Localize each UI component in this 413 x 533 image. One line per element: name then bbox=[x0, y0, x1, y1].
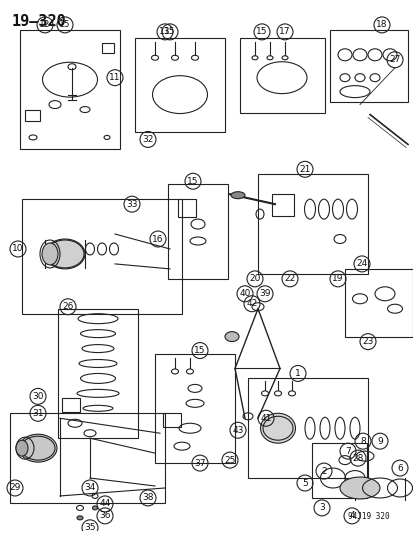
Bar bbox=[271, 194, 293, 216]
Text: 32: 32 bbox=[142, 135, 153, 144]
Bar bbox=[20, 30, 120, 149]
Text: 35: 35 bbox=[84, 523, 95, 532]
Text: 94J19 320: 94J19 320 bbox=[347, 512, 389, 521]
Text: 10: 10 bbox=[12, 245, 24, 254]
Text: 29: 29 bbox=[9, 483, 21, 492]
Text: 22: 22 bbox=[284, 274, 295, 284]
Ellipse shape bbox=[230, 192, 244, 199]
Bar bbox=[135, 38, 224, 133]
Bar bbox=[344, 269, 412, 337]
Text: 37: 37 bbox=[194, 458, 205, 467]
Text: 12: 12 bbox=[39, 20, 50, 29]
Text: 15: 15 bbox=[256, 27, 267, 36]
Text: 30: 30 bbox=[32, 392, 44, 401]
Text: 23: 23 bbox=[361, 337, 373, 346]
Text: 25: 25 bbox=[224, 456, 235, 465]
Text: 16: 16 bbox=[152, 235, 164, 244]
Text: 41: 41 bbox=[260, 414, 271, 423]
Text: 40: 40 bbox=[239, 289, 250, 298]
Text: 3: 3 bbox=[318, 503, 324, 512]
Ellipse shape bbox=[260, 413, 295, 443]
Text: 33: 33 bbox=[126, 200, 138, 208]
Ellipse shape bbox=[45, 239, 85, 269]
Text: 24: 24 bbox=[356, 260, 367, 269]
Text: 2: 2 bbox=[320, 466, 326, 475]
Text: 42: 42 bbox=[246, 299, 257, 308]
Text: 6: 6 bbox=[396, 464, 402, 473]
Bar bbox=[163, 413, 180, 427]
Text: 19: 19 bbox=[332, 274, 343, 284]
Ellipse shape bbox=[19, 434, 57, 462]
Text: 11: 11 bbox=[109, 73, 121, 82]
Text: 34: 34 bbox=[84, 483, 95, 492]
Bar bbox=[25, 110, 40, 122]
Text: 39: 39 bbox=[259, 289, 270, 298]
Bar bbox=[311, 443, 366, 498]
Text: 18: 18 bbox=[375, 20, 387, 29]
Text: 27: 27 bbox=[388, 55, 400, 64]
Text: 21: 21 bbox=[299, 165, 310, 174]
Text: 1: 1 bbox=[294, 369, 300, 378]
Bar bbox=[58, 309, 138, 438]
Bar bbox=[329, 30, 407, 102]
Text: 5: 5 bbox=[301, 479, 307, 488]
Bar bbox=[247, 378, 367, 478]
Text: 15: 15 bbox=[194, 346, 205, 355]
Text: 9: 9 bbox=[376, 437, 382, 446]
Text: 15: 15 bbox=[187, 177, 198, 186]
Text: 4: 4 bbox=[348, 511, 354, 520]
Bar bbox=[168, 184, 228, 279]
Text: 15: 15 bbox=[164, 27, 176, 36]
Text: 38: 38 bbox=[142, 494, 153, 503]
Text: 20: 20 bbox=[249, 274, 260, 284]
Text: 36: 36 bbox=[99, 511, 111, 520]
Bar bbox=[178, 199, 195, 217]
Bar bbox=[102, 43, 114, 53]
Text: 19–320: 19–320 bbox=[12, 14, 66, 29]
Bar bbox=[257, 174, 367, 274]
Ellipse shape bbox=[42, 243, 58, 265]
Ellipse shape bbox=[16, 440, 28, 456]
Text: 31: 31 bbox=[32, 409, 44, 418]
Text: 28: 28 bbox=[351, 454, 363, 463]
Bar bbox=[62, 398, 80, 413]
Bar bbox=[154, 353, 235, 463]
Text: 44: 44 bbox=[99, 499, 110, 508]
Text: 7: 7 bbox=[344, 447, 350, 456]
Ellipse shape bbox=[92, 506, 97, 510]
Text: 17: 17 bbox=[279, 27, 290, 36]
Bar bbox=[10, 413, 165, 503]
Bar bbox=[22, 199, 182, 314]
Text: 13: 13 bbox=[159, 27, 170, 36]
Text: 8: 8 bbox=[359, 437, 365, 446]
Text: 26: 26 bbox=[62, 302, 74, 311]
Text: 15: 15 bbox=[59, 20, 71, 29]
Text: 43: 43 bbox=[232, 426, 243, 435]
Ellipse shape bbox=[224, 332, 238, 342]
Bar bbox=[240, 38, 324, 112]
Ellipse shape bbox=[77, 516, 83, 520]
Ellipse shape bbox=[339, 477, 379, 499]
